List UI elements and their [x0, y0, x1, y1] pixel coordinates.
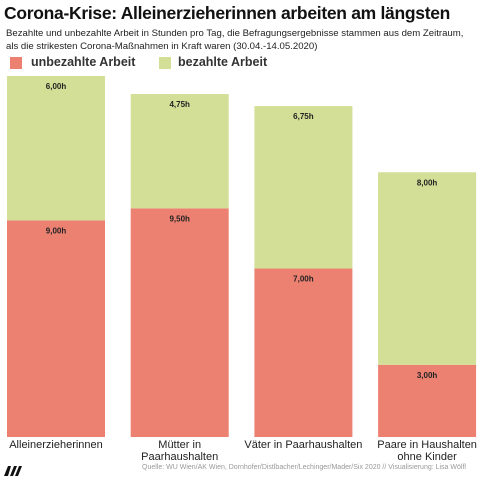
chart-title: Corona-Krise: Alleinerzieherinnen arbeit… [4, 3, 451, 23]
bar-segment [7, 76, 105, 221]
value-label: 6,75h [293, 112, 314, 121]
bar-segment [130, 94, 229, 209]
bar-segment [254, 106, 353, 269]
bar-segment [254, 268, 353, 437]
value-label: 6,00h [46, 82, 67, 91]
value-label: 3,00h [417, 371, 438, 380]
x-tick-label: Väter in Paarhaushalten [244, 439, 363, 451]
value-label: 8,00h [417, 178, 438, 187]
source-note: Quelle: WU Wien/AK Wien, Dornhofer/Distl… [142, 464, 466, 471]
x-tick-label: Paare in Haushalten ohne Kinder [377, 439, 477, 463]
bar-segment [7, 220, 105, 437]
logo [4, 466, 22, 476]
legend-label: unbezahlte Arbeit [31, 55, 136, 69]
value-label: 4,75h [169, 100, 190, 109]
value-label: 7,00h [293, 275, 314, 284]
bar-segment [130, 208, 229, 437]
bar-segment [378, 172, 477, 365]
x-tick-label: Mütter in Paarhaushalten [141, 439, 219, 463]
value-label: 9,00h [46, 226, 67, 235]
legend-label: bezahlte Arbeit [178, 55, 268, 69]
bar-segment [378, 364, 477, 437]
legend-swatch [10, 57, 22, 69]
chart-subtitle: Bezahlte und unbezahlte Arbeit in Stunde… [6, 28, 464, 52]
x-tick-label: Alleinerzieherinnen [9, 439, 103, 451]
value-label: 9,50h [169, 214, 190, 223]
legend-swatch [159, 57, 171, 69]
